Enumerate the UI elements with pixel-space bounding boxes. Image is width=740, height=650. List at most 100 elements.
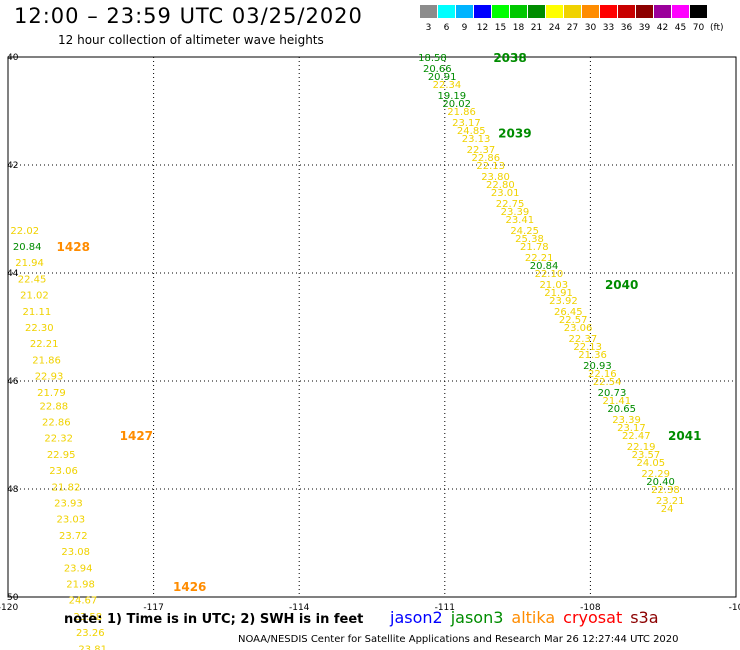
wave-height-value: 21.36 (578, 350, 607, 361)
legend-swatch (510, 5, 527, 18)
wave-height-value: 24.25 (510, 226, 539, 237)
wave-height-value: 23.06 (49, 466, 78, 477)
wave-height-value: 20.84 (13, 242, 42, 253)
legend-swatch-label: 45 (674, 23, 687, 33)
legend-swatch-label: 6 (443, 23, 450, 33)
wave-height-value: 20.40 (646, 477, 675, 488)
pass-time-label: 1427 (120, 429, 153, 443)
wave-height-value: 22.13 (476, 161, 505, 172)
wave-height-value: 22.21 (525, 253, 554, 264)
lat-tick-label: 40 (7, 53, 19, 63)
wave-height-value: 23.17 (452, 118, 481, 129)
wave-height-value: 22.19 (627, 442, 656, 453)
wave-height-value: 23.92 (549, 296, 578, 307)
legend-swatch (690, 5, 707, 18)
lon-tick-label: -114 (289, 603, 310, 613)
legend-swatch (456, 5, 473, 18)
wave-height-value: 21.94 (15, 258, 44, 269)
legend-swatch-label: 39 (638, 23, 651, 33)
wave-height-value: 22.95 (47, 450, 76, 461)
lon-tick-label: -117 (143, 603, 163, 613)
legend-swatch-label: 42 (656, 23, 669, 33)
pass-time-label: 1426 (173, 580, 206, 594)
wave-height-value: 21.98 (66, 580, 95, 591)
wave-height-value: 22.37 (569, 334, 598, 345)
legend-swatch (438, 5, 455, 18)
wave-height-value: 23.06 (564, 323, 593, 334)
map-frame (7, 56, 737, 598)
pass-time-label: 1428 (57, 240, 90, 254)
wave-height-value: 22.10 (535, 269, 564, 280)
wave-height-value: 20.91 (428, 72, 457, 83)
wave-height-value: 26.45 (554, 307, 583, 318)
satellite-legend: jason2 jason3 altika cryosat s3a (390, 608, 667, 627)
page-title: 12:00 – 23:59 UTC 03/25/2020 (14, 4, 363, 28)
wave-height-value: 22.54 (593, 377, 622, 388)
satellite-label: jason3 (450, 608, 504, 627)
satellite-label: jason2 (390, 608, 443, 627)
wave-height-value: 23.93 (54, 499, 83, 510)
wave-height-value: 23.03 (57, 515, 86, 526)
wave-height-value: 20.84 (530, 261, 559, 272)
legend-swatch (528, 5, 545, 18)
wave-height-value: 21.82 (52, 482, 81, 493)
wave-height-value: 25.38 (515, 234, 544, 245)
wave-height-value: 24.05 (637, 458, 666, 469)
lat-tick-label: 46 (7, 377, 19, 387)
wave-height-value: 20.73 (598, 388, 627, 399)
wave-height-value: 21.91 (544, 288, 573, 299)
satellite-label: altika (511, 608, 556, 627)
wave-height-value: 22.86 (471, 153, 500, 164)
wave-height-value: 22.75 (496, 199, 525, 210)
wave-height-value: 22.80 (486, 180, 515, 191)
legend-swatch (474, 5, 491, 18)
wave-height-value: 22.57 (559, 315, 588, 326)
wave-height-value: 23.08 (61, 547, 90, 558)
legend-swatch (420, 5, 437, 18)
legend-swatch (636, 5, 653, 18)
wave-height-value: 19.19 (438, 91, 467, 102)
lon-tick-label: -108 (580, 603, 601, 613)
legend-swatch-label: 70 (692, 23, 705, 33)
legend-unit: (ft) (710, 23, 724, 33)
legend-swatch (654, 5, 671, 18)
wave-height-value: 24.67 (69, 596, 98, 607)
wave-height-value: 18.58 (418, 53, 447, 64)
wave-height-value: 23.57 (632, 450, 661, 461)
wave-height-value: 22.34 (433, 80, 462, 91)
wave-height-value: 24.85 (457, 126, 486, 137)
legend-swatch (564, 5, 581, 18)
wave-height-value: 23.41 (505, 215, 534, 226)
pass-time-label: 2041 (668, 429, 701, 443)
legend-swatch-label: 36 (620, 23, 633, 33)
legend-swatch-label: 27 (566, 23, 579, 33)
wave-height-value: 23.26 (76, 628, 105, 639)
wave-height-value: 21.79 (37, 388, 66, 399)
wave-height-value: 20.02 (442, 99, 471, 110)
wave-height-value: 22.47 (622, 431, 651, 442)
wave-height-value: 20.93 (583, 361, 612, 372)
wave-height-value: 22.88 (40, 401, 69, 412)
legend-swatch-label: 30 (584, 23, 597, 33)
wave-height-value: 23.39 (612, 415, 641, 426)
wave-height-value: 23.17 (617, 423, 646, 434)
wave-height-value: 22.02 (10, 226, 39, 237)
satellite-label: cryosat (563, 608, 623, 627)
wave-height-value: 23.72 (59, 531, 88, 542)
lon-tick-label: -10 (729, 603, 740, 613)
note-text: note: 1) Time is in UTC; 2) SWH is in fe… (64, 612, 364, 627)
wave-height-value: 24 (661, 504, 674, 515)
pass-time-label: 2039 (498, 127, 531, 141)
wave-height-value: 22.86 (42, 418, 71, 429)
wave-height-value: 23.01 (491, 188, 520, 199)
wave-height-value: 22.21 (30, 339, 59, 350)
legend-swatch-label: 12 (476, 23, 489, 33)
wave-height-value: 22.32 (44, 434, 73, 445)
lat-tick-label: 44 (7, 269, 19, 279)
legend-swatch (672, 5, 689, 18)
lon-tick-label: -111 (435, 603, 455, 613)
credit-line: NOAA/NESDIS Center for Satellite Applica… (238, 634, 679, 645)
legend-swatch (618, 5, 635, 18)
wave-height-value: 20.65 (607, 404, 636, 415)
wave-height-value: 21.78 (520, 242, 549, 253)
